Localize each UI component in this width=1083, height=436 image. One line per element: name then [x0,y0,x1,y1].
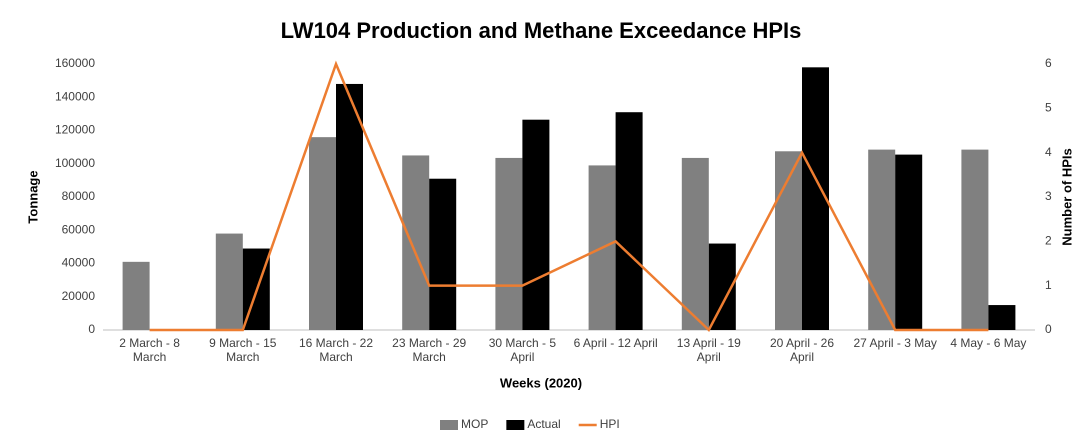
y-tick-label: 0 [88,322,95,336]
bar [122,261,150,330]
bar [802,67,829,330]
legend-label: Actual [527,417,560,431]
bar [429,178,457,330]
bar [988,305,1016,330]
x-tick-label: 16 March - 22 March [298,336,374,364]
x-tick-label: 6 April - 12 April [573,336,658,350]
y-tick-label: 60000 [62,222,96,236]
y-tick-label: 20000 [62,289,96,303]
y-tick-label: 40000 [62,256,96,270]
y-tick-label: 120000 [55,123,95,137]
bar [522,119,550,330]
bar [681,157,709,330]
y2-tick-label: 2 [1045,234,1052,248]
bar [895,154,923,330]
y2-tick-label: 5 [1045,101,1052,115]
y-tick-label: 160000 [55,56,95,70]
bar [495,157,523,330]
y-tick-label: 80000 [62,189,96,203]
bar [961,149,989,330]
legend-label: HPI [600,417,620,431]
x-tick-label: 4 May - 6 May [950,336,1027,350]
y2-tick-label: 1 [1045,278,1052,292]
bar [336,83,363,330]
y-tick-label: 100000 [55,156,95,170]
x-tick-label: 27 April - 3 May [853,336,937,350]
y2-tick-label: 3 [1045,189,1052,203]
x-tick-label: 20 April - 26 April [769,336,835,364]
x-tick-label: 23 March - 29 March [392,336,467,364]
y-tick-label: 140000 [55,89,95,103]
bar [775,151,802,330]
bar [402,155,430,330]
bar [215,233,243,330]
legend-swatch [440,420,458,430]
y2-tick-label: 0 [1045,322,1052,336]
x-tick-label: 13 April - 19 April [676,336,741,364]
bar [309,137,336,330]
y-axis-title: Tonnage [25,170,40,223]
bar [868,149,896,330]
x-axis-title: Weeks (2020) [500,375,582,390]
line [149,60,989,333]
legend-swatch [506,420,525,430]
x-tick-label: 30 March - 5 April [488,336,557,364]
y2-tick-label: 6 [1045,56,1052,70]
chart-title: LW104 Production and Methane Exceedance … [281,18,802,43]
y2-tick-label: 4 [1045,145,1052,159]
y2-axis-title: Number of HPIs [1059,148,1074,246]
bar [615,112,643,331]
x-tick-label: 9 March - 15 March [209,336,277,364]
x-tick-label: 2 March - 8 March [119,336,180,364]
legend-label: MOP [461,417,488,431]
